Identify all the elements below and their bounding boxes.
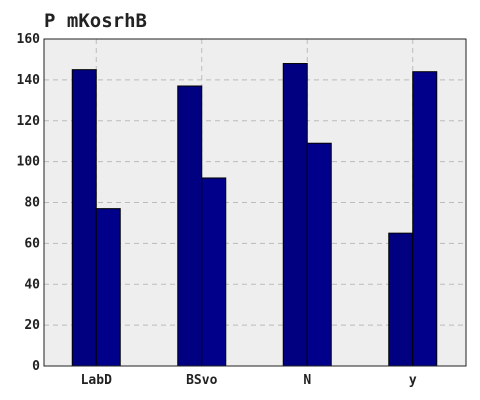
y-tick-label: 120 <box>17 114 41 129</box>
y-tick-label: 80 <box>24 196 40 211</box>
bar-series-2-N <box>306 142 332 367</box>
y-tick-label: 100 <box>17 155 41 170</box>
bar-series-1-N <box>282 63 308 367</box>
bars <box>71 63 438 367</box>
bar-series-1-LabD <box>71 69 97 367</box>
x-tick-label: N <box>303 373 311 388</box>
bar-series-1-y <box>388 232 414 367</box>
bar-series-2-LabD <box>95 208 121 367</box>
y-tick-label: 60 <box>24 236 40 251</box>
y-tick-label: 0 <box>32 359 40 374</box>
x-tick-label: BSvo <box>186 373 217 388</box>
y-tick-label: 160 <box>17 32 41 47</box>
y-tick-label: 40 <box>24 277 40 292</box>
bar-series-1-BSvo <box>177 85 203 367</box>
y-tick-label: 140 <box>17 73 41 88</box>
chart-title: P mKosrhB <box>44 10 147 32</box>
bar-series-2-BSvo <box>201 177 227 367</box>
x-tick-label: LabD <box>81 373 112 388</box>
x-tick-label: y <box>409 373 417 388</box>
y-tick-label: 20 <box>24 318 40 333</box>
plot-frame <box>43 38 467 367</box>
bar-series-2-y <box>412 71 438 367</box>
